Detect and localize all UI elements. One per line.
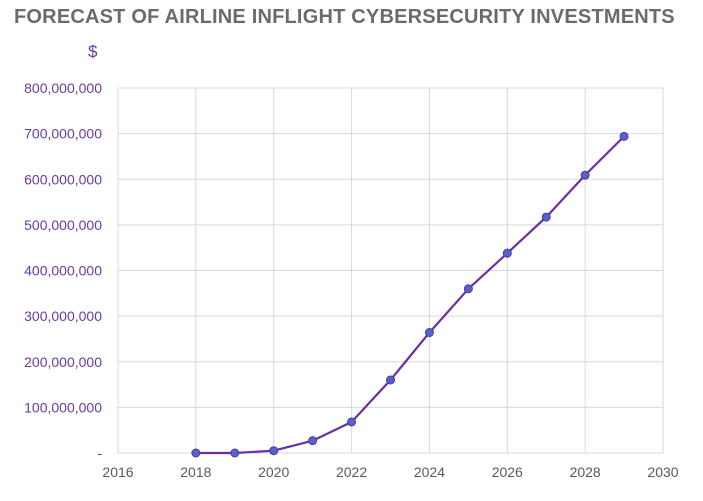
x-tick-label: 2018 (180, 464, 211, 480)
data-point (580, 170, 590, 180)
x-tick-label: 2022 (336, 464, 367, 480)
data-point (269, 446, 279, 456)
y-axis-unit-label: $ (88, 42, 98, 61)
series-forecast (191, 131, 629, 458)
data-point (541, 212, 551, 222)
x-tick-label: 2020 (258, 464, 289, 480)
y-tick-label: 700,000,000 (24, 126, 102, 142)
data-point (191, 448, 201, 458)
y-tick-label: 800,000,000 (24, 80, 102, 96)
y-tick-label: 100,000,000 (24, 399, 102, 415)
data-point (308, 436, 318, 446)
data-point (230, 448, 240, 458)
data-point (347, 417, 357, 427)
data-point (502, 248, 512, 258)
y-axis-ticks: - 100,000,000 200,000,000 300,000,000 400,00… (24, 80, 102, 461)
chart-title: FORECAST OF AIRLINE INFLIGHT CYBERSECURI… (14, 6, 675, 28)
y-tick-label: 400,000,000 (24, 263, 102, 279)
x-tick-label: 2026 (492, 464, 523, 480)
x-tick-label: 2030 (647, 464, 678, 480)
y-tick-label: 300,000,000 (24, 308, 102, 324)
data-point (424, 328, 434, 338)
y-tick-label: 200,000,000 (24, 354, 102, 370)
data-point (619, 131, 629, 141)
grid (117, 87, 664, 454)
x-tick-label: 2028 (570, 464, 601, 480)
y-tick-label: 600,000,000 (24, 171, 102, 187)
y-tick-label: 500,000,000 (24, 217, 102, 233)
y-tick-label: - (97, 445, 102, 461)
series-line (195, 135, 625, 455)
x-axis-ticks: 2016 2018 2020 2022 2024 2026 2028 2030 (102, 464, 678, 480)
data-point (463, 284, 473, 294)
x-tick-label: 2024 (414, 464, 445, 480)
x-tick-label: 2016 (102, 464, 133, 480)
data-point (386, 375, 395, 385)
